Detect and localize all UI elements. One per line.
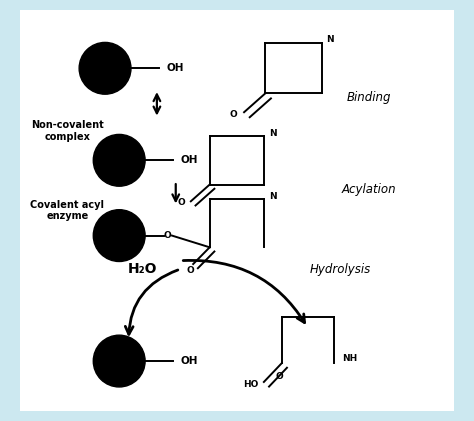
Text: NH: NH	[342, 354, 357, 363]
Text: Acylation: Acylation	[342, 183, 396, 196]
Text: O: O	[275, 372, 283, 381]
Text: O: O	[178, 198, 185, 208]
Ellipse shape	[79, 43, 131, 94]
Text: N: N	[269, 192, 277, 201]
Text: O: O	[164, 231, 171, 240]
Text: Covalent acyl
enzyme: Covalent acyl enzyme	[30, 200, 104, 221]
Text: Binding: Binding	[346, 91, 391, 104]
Text: HO: HO	[243, 380, 258, 389]
Text: O: O	[186, 266, 194, 275]
Text: N: N	[269, 129, 277, 138]
Text: H₂O: H₂O	[128, 262, 157, 276]
Text: N: N	[327, 35, 334, 44]
Text: Non-covalent
complex: Non-covalent complex	[31, 120, 104, 142]
FancyBboxPatch shape	[20, 10, 454, 411]
Ellipse shape	[93, 210, 145, 261]
Text: OH: OH	[181, 155, 198, 165]
Text: OH: OH	[181, 356, 198, 366]
Ellipse shape	[93, 335, 145, 387]
Text: Hydrolysis: Hydrolysis	[310, 263, 371, 276]
Text: O: O	[230, 110, 237, 119]
Ellipse shape	[93, 134, 145, 186]
Text: OH: OH	[166, 63, 184, 73]
